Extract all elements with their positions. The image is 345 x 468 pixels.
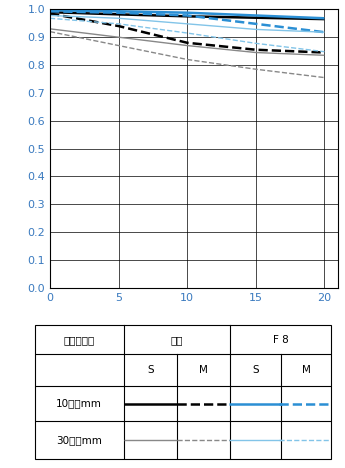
Text: M: M [199, 365, 208, 375]
Text: 開放: 開放 [171, 335, 183, 344]
Text: S: S [147, 365, 154, 375]
Text: S: S [252, 365, 259, 375]
Text: 30本／mm: 30本／mm [56, 435, 102, 445]
Text: M: M [302, 365, 310, 375]
Text: 空間周波数: 空間周波数 [63, 335, 95, 344]
Text: F 8: F 8 [273, 335, 289, 344]
Text: 10本／mm: 10本／mm [56, 399, 102, 409]
